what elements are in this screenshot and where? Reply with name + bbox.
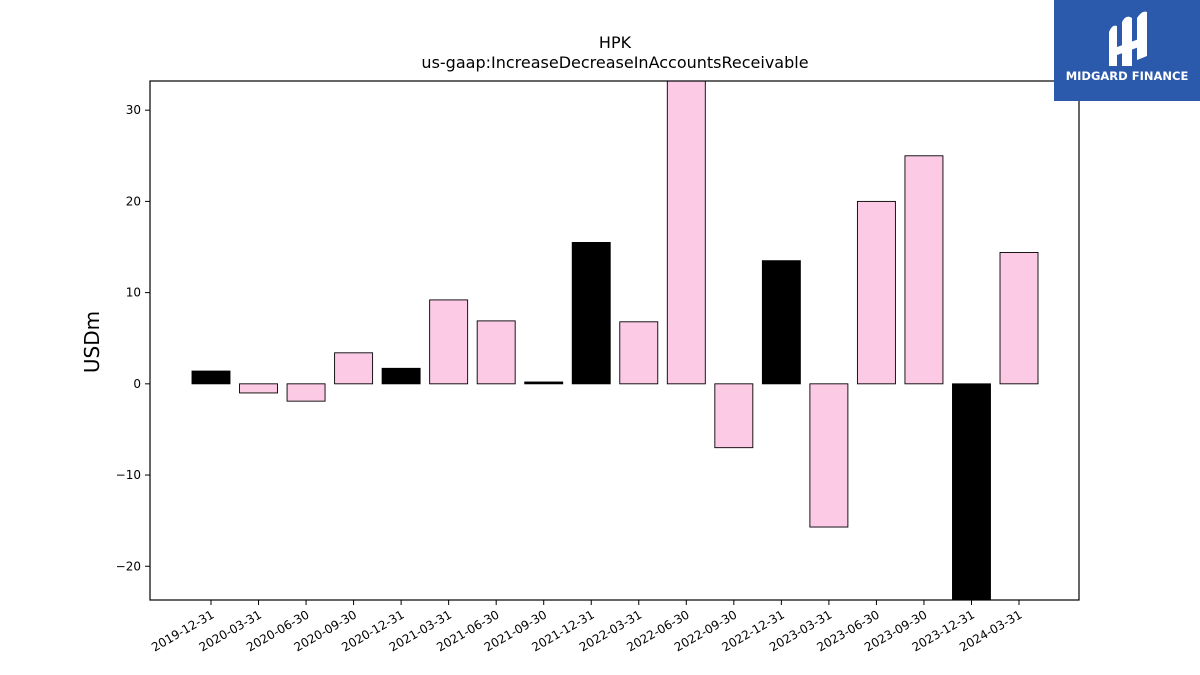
bars — [191, 80, 1039, 601]
y-axis-ticks: −20 −10 0 10 20 30 — [116, 103, 150, 573]
chart-subtitle: us-gaap:IncreaseDecreaseInAccountsReceiv… — [421, 53, 808, 72]
chart-title: HPK — [599, 33, 632, 52]
y-tick-label: 10 — [126, 286, 141, 300]
plot-frame — [149, 80, 1080, 601]
bar-2019-12-31 — [191, 370, 231, 385]
bar-2020-09-30 — [334, 352, 374, 385]
bar-2022-09-30 — [714, 383, 754, 449]
bar-2023-06-30 — [856, 200, 896, 385]
y-tick-label: −20 — [116, 559, 141, 573]
bar-2021-03-31 — [429, 299, 469, 385]
bar-2020-12-31 — [381, 367, 421, 385]
bar-2021-06-30 — [476, 320, 516, 385]
logo-name: MIDGARD FINANCE — [1065, 69, 1189, 83]
bar-2022-06-30 — [666, 80, 706, 385]
bar-2023-03-31 — [809, 383, 849, 528]
bar-2020-06-30 — [286, 383, 326, 402]
logo-mark-icon — [1109, 11, 1147, 67]
bar-2022-12-31 — [761, 260, 801, 385]
y-tick-label: −10 — [116, 468, 141, 482]
bar-2023-12-31 — [952, 383, 991, 601]
bar-2024-03-31 — [999, 252, 1039, 385]
y-axis-label: USDm — [80, 311, 104, 373]
y-tick-label: 30 — [126, 103, 141, 117]
bar-2022-03-31 — [619, 321, 659, 385]
y-tick-label: 0 — [133, 377, 141, 391]
bar-2021-09-30 — [524, 381, 564, 385]
x-axis-ticks: 2019-12-312020-03-312020-06-302020-09-30… — [149, 600, 1025, 654]
bar-2021-12-31 — [571, 241, 611, 385]
bar-2023-09-30 — [904, 155, 944, 385]
bar-2020-03-31 — [239, 383, 278, 394]
midgard-finance-logo: MIDGARD FINANCE — [1054, 0, 1200, 101]
y-tick-label: 20 — [126, 194, 141, 208]
